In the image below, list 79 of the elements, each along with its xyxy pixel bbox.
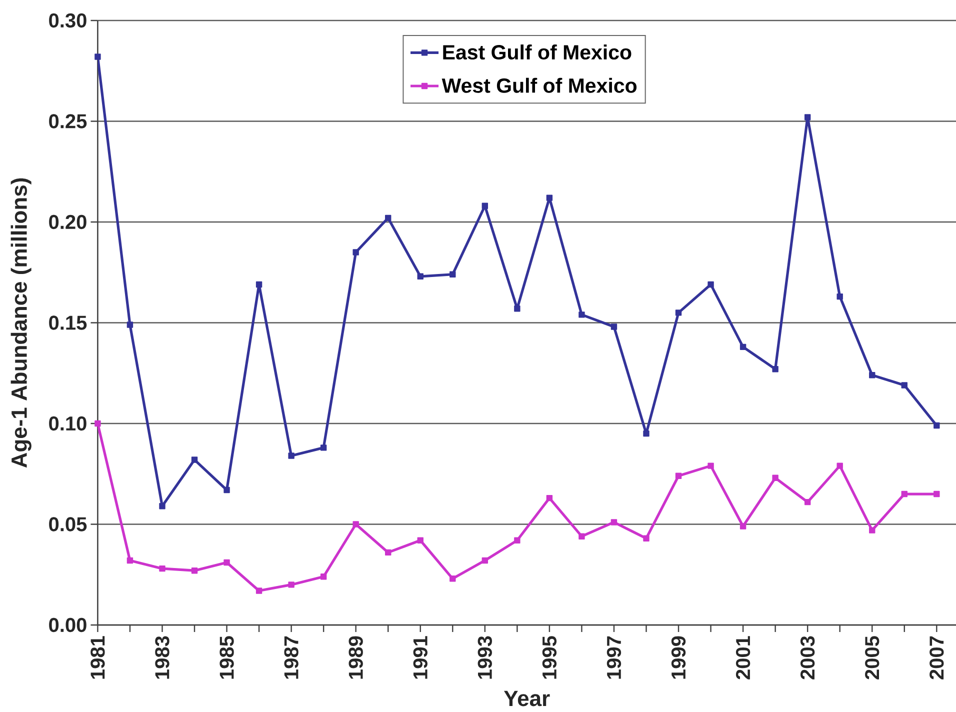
y-tick-label: 0.05 <box>49 517 87 532</box>
point <box>901 382 908 388</box>
x-tick-label: 1985 <box>220 636 234 679</box>
point <box>643 430 650 437</box>
x-tick-label: 1989 <box>348 636 363 679</box>
point <box>385 214 392 222</box>
point <box>191 567 198 574</box>
point <box>675 310 682 316</box>
point <box>288 452 294 459</box>
point <box>191 456 198 463</box>
point <box>94 54 101 60</box>
point <box>934 422 940 429</box>
y-tick-label: 0.20 <box>49 214 86 230</box>
point <box>804 114 811 120</box>
x-tick-label: 1983 <box>155 636 170 679</box>
x-tick-label: 1981 <box>90 636 105 679</box>
x-tick-label: 2007 <box>930 636 944 680</box>
point <box>869 527 876 534</box>
point <box>417 537 424 544</box>
x-tick-label: 2001 <box>736 636 750 680</box>
x-axis-title: Year <box>504 690 550 706</box>
point <box>836 462 843 469</box>
point <box>901 490 908 498</box>
point <box>514 306 520 312</box>
point <box>675 472 682 479</box>
legend-label: West Gulf of Mexico <box>442 78 637 93</box>
x-tick-label: 1995 <box>542 636 557 679</box>
point <box>643 535 650 542</box>
point <box>94 420 101 427</box>
x-tick-label: 1991 <box>413 636 428 679</box>
y-tick-label: 0.10 <box>49 416 86 431</box>
point <box>578 312 585 318</box>
point <box>546 194 553 201</box>
point <box>224 486 230 494</box>
point <box>610 324 618 330</box>
x-tick-label: 1999 <box>671 636 686 679</box>
y-tick-label: 0.00 <box>49 618 86 632</box>
point <box>256 281 262 288</box>
point <box>320 574 327 580</box>
point <box>546 494 553 502</box>
x-tick-label: 2003 <box>800 636 815 680</box>
point <box>934 490 940 498</box>
point <box>352 249 359 256</box>
x-tick-label: 1997 <box>606 636 622 679</box>
point <box>610 519 618 526</box>
point <box>708 281 714 288</box>
point <box>256 588 262 594</box>
point <box>482 202 488 209</box>
point <box>126 322 134 328</box>
point <box>514 537 520 544</box>
point <box>836 293 843 300</box>
point <box>772 474 778 482</box>
point <box>482 557 488 564</box>
y-axis-title: Age-1 Abundance (millions) <box>10 178 32 468</box>
x-tick-label: 2005 <box>865 636 880 680</box>
y-tick-label: 0.25 <box>49 114 87 128</box>
point <box>772 366 778 372</box>
point <box>352 521 359 528</box>
point <box>288 582 294 588</box>
point <box>385 549 392 556</box>
point <box>708 462 714 469</box>
point <box>159 503 166 510</box>
y-tick-label: 0.30 <box>49 13 86 28</box>
point <box>740 344 746 350</box>
point <box>869 372 876 378</box>
point <box>450 576 456 582</box>
x-tick-label: 1987 <box>284 636 298 679</box>
y-tick-label: 0.15 <box>49 316 87 330</box>
x-tick-label: 1993 <box>478 636 492 679</box>
point <box>320 444 327 451</box>
point <box>804 498 811 506</box>
legend-label: East Gulf of Mexico <box>443 44 632 60</box>
point <box>450 271 456 278</box>
point <box>224 559 230 566</box>
point <box>578 533 585 540</box>
point <box>159 565 166 572</box>
point <box>417 273 424 280</box>
point <box>126 557 134 564</box>
point <box>740 523 746 530</box>
